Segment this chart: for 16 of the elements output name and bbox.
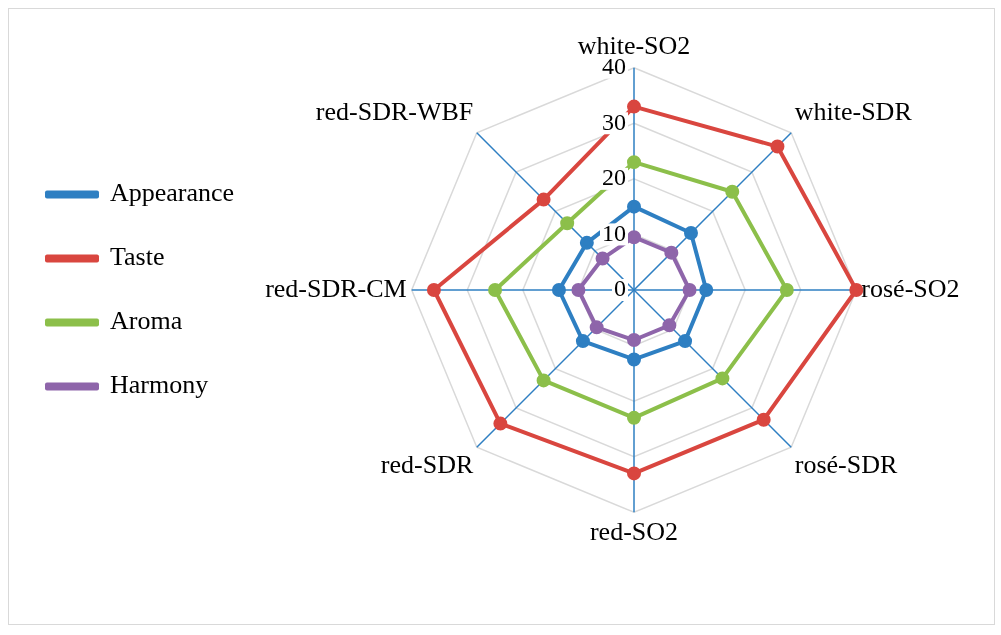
spoke-label: rosé-SO2 (861, 273, 960, 303)
legend-label: Aroma (110, 306, 183, 336)
y-tick-label: 30 (602, 108, 626, 135)
spoke-label: red-SO2 (589, 516, 679, 546)
spoke-label: white-SO2 (577, 30, 691, 60)
y-tick-label: 20 (602, 164, 626, 191)
spoke-label: rosé-SDR (794, 450, 898, 480)
y-tick-label: 0 (614, 275, 626, 302)
spoke-label: red-SDR-CM (265, 273, 407, 303)
spoke-label: red-SDR-WBF (315, 97, 474, 127)
spoke-label: red-SDR (380, 450, 474, 480)
y-tick-label: 10 (602, 219, 626, 246)
spoke-label: white-SDR (794, 97, 913, 127)
legend-label: Appearance (110, 178, 235, 208)
legend-label: Harmony (110, 370, 209, 400)
legend-label: Taste (110, 242, 165, 272)
